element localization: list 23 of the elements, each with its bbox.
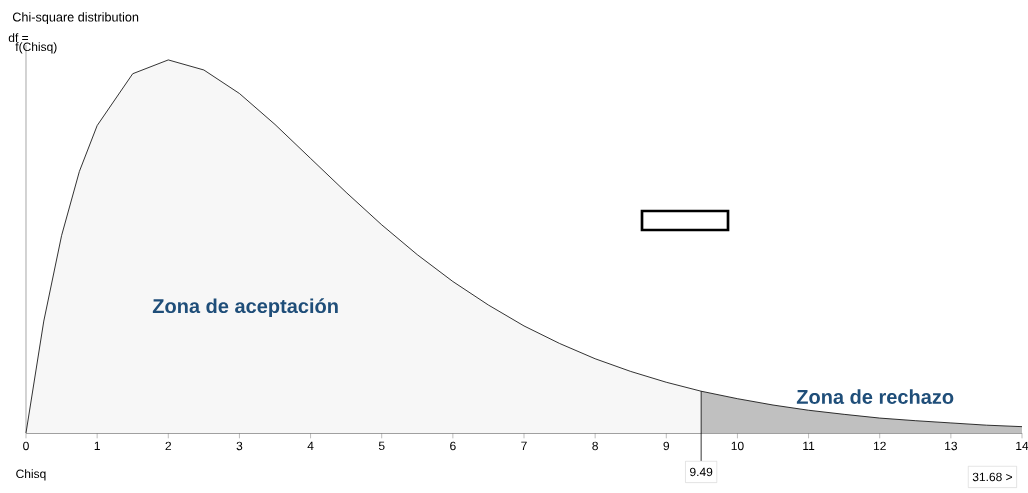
x-tick-label: 2 — [165, 441, 172, 451]
x-tick-label: 10 — [731, 441, 744, 451]
x-tick-label: 5 — [378, 441, 385, 451]
x-tick-label: 12 — [873, 441, 886, 451]
ref-line-label: 9.49 — [690, 467, 713, 477]
x-tick-label: 6 — [450, 441, 456, 451]
x-tick-label: 4 — [307, 441, 314, 450]
x-tick-label: 1 — [94, 441, 100, 450]
text: 31.68 > — [972, 472, 1013, 482]
x-tick-label: 11 — [803, 441, 815, 450]
x-tick-label: 3 — [236, 441, 243, 451]
x-tick-label: 13 — [945, 441, 958, 451]
x-axis-title: Chisq — [16, 469, 46, 481]
x-tick-label: 0 — [23, 441, 29, 451]
y-axis-title: f(Chisq) — [15, 42, 57, 54]
x-tick-label: 14 — [1016, 441, 1028, 450]
x-tick-label: 7 — [521, 441, 527, 450]
annotation: Zona de aceptación — [152, 298, 338, 318]
text: df = — [8, 33, 29, 43]
annotation: Zona de rechazo — [796, 389, 954, 404]
x-tick-label: 8 — [592, 441, 598, 451]
x-tick-label: 9 — [663, 441, 670, 451]
chart-title: Chi-square distribution — [12, 12, 139, 25]
